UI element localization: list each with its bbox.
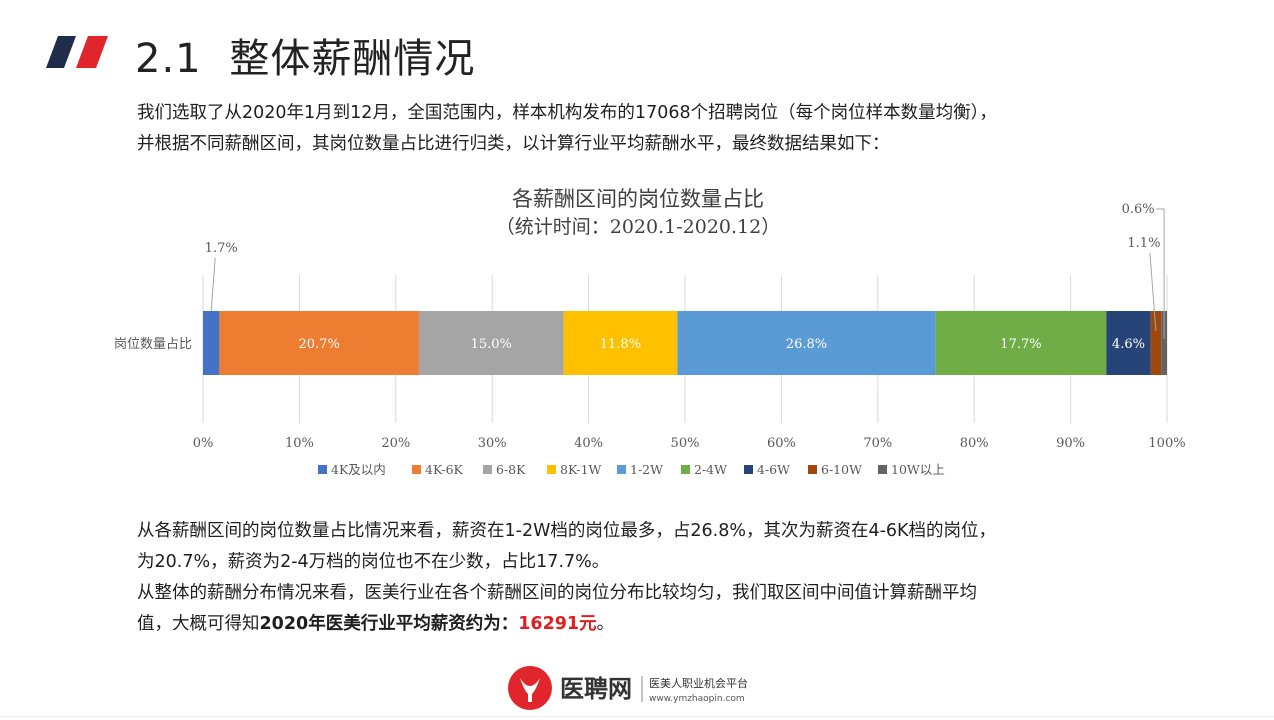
legend-swatch (547, 465, 556, 474)
bar-segment (1150, 311, 1162, 375)
bar-data-label: 1.1% (1127, 236, 1160, 251)
intro-line-1: 我们选取了从2020年1月到12月，全国范围内，样本机构发布的17068个招聘岗… (137, 103, 997, 123)
bar-segment (563, 311, 678, 375)
summary-line-2: 为20.7%，薪资为2-4万档的岗位也不在少数，占比17.7%。 (137, 552, 610, 572)
summary-paragraph: 从各薪酬区间的岗位数量占比情况来看，薪资在1-2W档的岗位最多，占26.8%，其… (137, 516, 1177, 640)
chart-subtitle: （统计时间：2020.1-2020.12） (496, 216, 780, 238)
legend-swatch (318, 465, 327, 474)
bar-segment (219, 311, 419, 375)
page-title: 2.1 整体薪酬情况 (135, 26, 475, 84)
summary-suffix: 。 (596, 614, 615, 634)
bar-segment (935, 311, 1107, 375)
bar-data-label: 26.8% (786, 337, 827, 352)
x-tick-label: 80% (960, 436, 989, 451)
brand-logo-icon (508, 666, 552, 710)
x-tick-label: 0% (193, 436, 214, 451)
footer-logo: 医聘网 医美人职业机会平台 www.ymzhaopin.com (508, 666, 748, 710)
stacked-bar-chart: 各薪酬区间的岗位数量占比 （统计时间：2020.1-2020.12） 20.7%… (114, 187, 1186, 477)
summary-line-4: 值，大概可得知2020年医美行业平均薪资约为：16291元。 (137, 609, 1177, 640)
bar-segment (1161, 311, 1167, 375)
legend-label: 8K-1W (560, 462, 602, 477)
x-tick-label: 20% (381, 436, 410, 451)
x-tick-label: 100% (1148, 436, 1185, 451)
leader-line (1156, 208, 1165, 339)
legend-swatch (412, 465, 421, 474)
bar-segment (677, 311, 936, 375)
intro-paragraph: 我们选取了从2020年1月到12月，全国范围内，样本机构发布的17068个招聘岗… (137, 98, 1177, 160)
chart-legend: 4K及以内 4K-6K 6-8K 8K-1W 1-2W 2-4W 4-6W 6-10W 10W以… (318, 462, 945, 477)
chart-bars (203, 311, 1167, 375)
x-tick-label: 90% (1056, 436, 1085, 451)
x-tick-label: 30% (478, 436, 507, 451)
bar-data-label: 17.7% (1000, 337, 1041, 352)
legend-swatch (681, 465, 690, 474)
legend-label: 2-4W (694, 462, 727, 477)
summary-bold-text: 2020年医美行业平均薪资约为： (259, 614, 519, 634)
summary-prefix: 值，大概可得知 (137, 614, 260, 634)
x-tick-label: 10% (285, 436, 314, 451)
chart-title: 各薪酬区间的岗位数量占比 (512, 187, 764, 211)
leader-line (1149, 252, 1157, 332)
legend-swatch (878, 465, 887, 474)
section-number: 2.1 (135, 36, 202, 82)
average-salary-value: 16291元 (518, 614, 597, 634)
legend-label: 6-8K (496, 462, 526, 477)
category-label: 岗位数量占比 (114, 337, 192, 352)
bar-data-label: 15.0% (471, 337, 512, 352)
leader-line (210, 257, 216, 312)
section-title: 整体薪酬情况 (229, 36, 476, 82)
legend-label: 1-2W (630, 462, 663, 477)
x-tick-label: 70% (863, 436, 892, 451)
legend-label: 4K及以内 (331, 462, 386, 477)
legend-swatch (808, 465, 817, 474)
x-tick-label: 50% (671, 436, 700, 451)
legend-swatch (617, 465, 626, 474)
intro-line-2: 并根据不同薪酬区间，其岗位数量占比进行归类，以计算行业平均薪酬水平，最终数据结果… (137, 134, 890, 154)
legend-swatch (483, 465, 492, 474)
chart-container: 各薪酬区间的岗位数量占比 （统计时间：2020.1-2020.12） 20.7%… (0, 175, 1274, 495)
legend-label: 6-10W (821, 462, 862, 477)
summary-line-3: 从整体的薪酬分布情况来看，医美行业在各个薪酬区间的岗位分布比较均匀，我们取区间中… (137, 583, 977, 603)
footer-tagline: 医美人职业机会平台 (649, 676, 748, 690)
chart-x-ticks: 0% 10% 20% 30% 40% 50% 60% 70% 80% 90% 100% (193, 436, 1186, 451)
summary-line-1: 从各薪酬区间的岗位数量占比情况来看，薪资在1-2W档的岗位最多，占26.8%，其… (137, 521, 997, 541)
chart-bar-labels: 20.7% 15.0% 11.8% 26.8% 17.7% 4.6% 1.7% 1.1% 0.6… (205, 202, 1165, 352)
bar-segment (418, 311, 564, 375)
legend-label: 4-6W (757, 462, 790, 477)
bar-data-label: 20.7% (299, 337, 340, 352)
footer-brand: 医聘网 (560, 675, 632, 703)
legend-label: 10W以上 (891, 462, 945, 477)
x-tick-label: 60% (767, 436, 796, 451)
footer-divider (0, 716, 1274, 717)
header-decoration-icon (46, 36, 108, 68)
bar-data-label: 0.6% (1122, 202, 1155, 217)
x-tick-label: 40% (574, 436, 603, 451)
footer-url: www.ymzhaopin.com (649, 694, 745, 704)
legend-swatch (744, 465, 753, 474)
legend-label: 4K-6K (425, 462, 464, 477)
bar-segment (203, 311, 220, 375)
bar-data-label: 1.7% (205, 241, 238, 256)
bar-data-label: 11.8% (600, 337, 641, 352)
bar-segment (1106, 311, 1151, 375)
bar-data-label: 4.6% (1112, 337, 1145, 352)
